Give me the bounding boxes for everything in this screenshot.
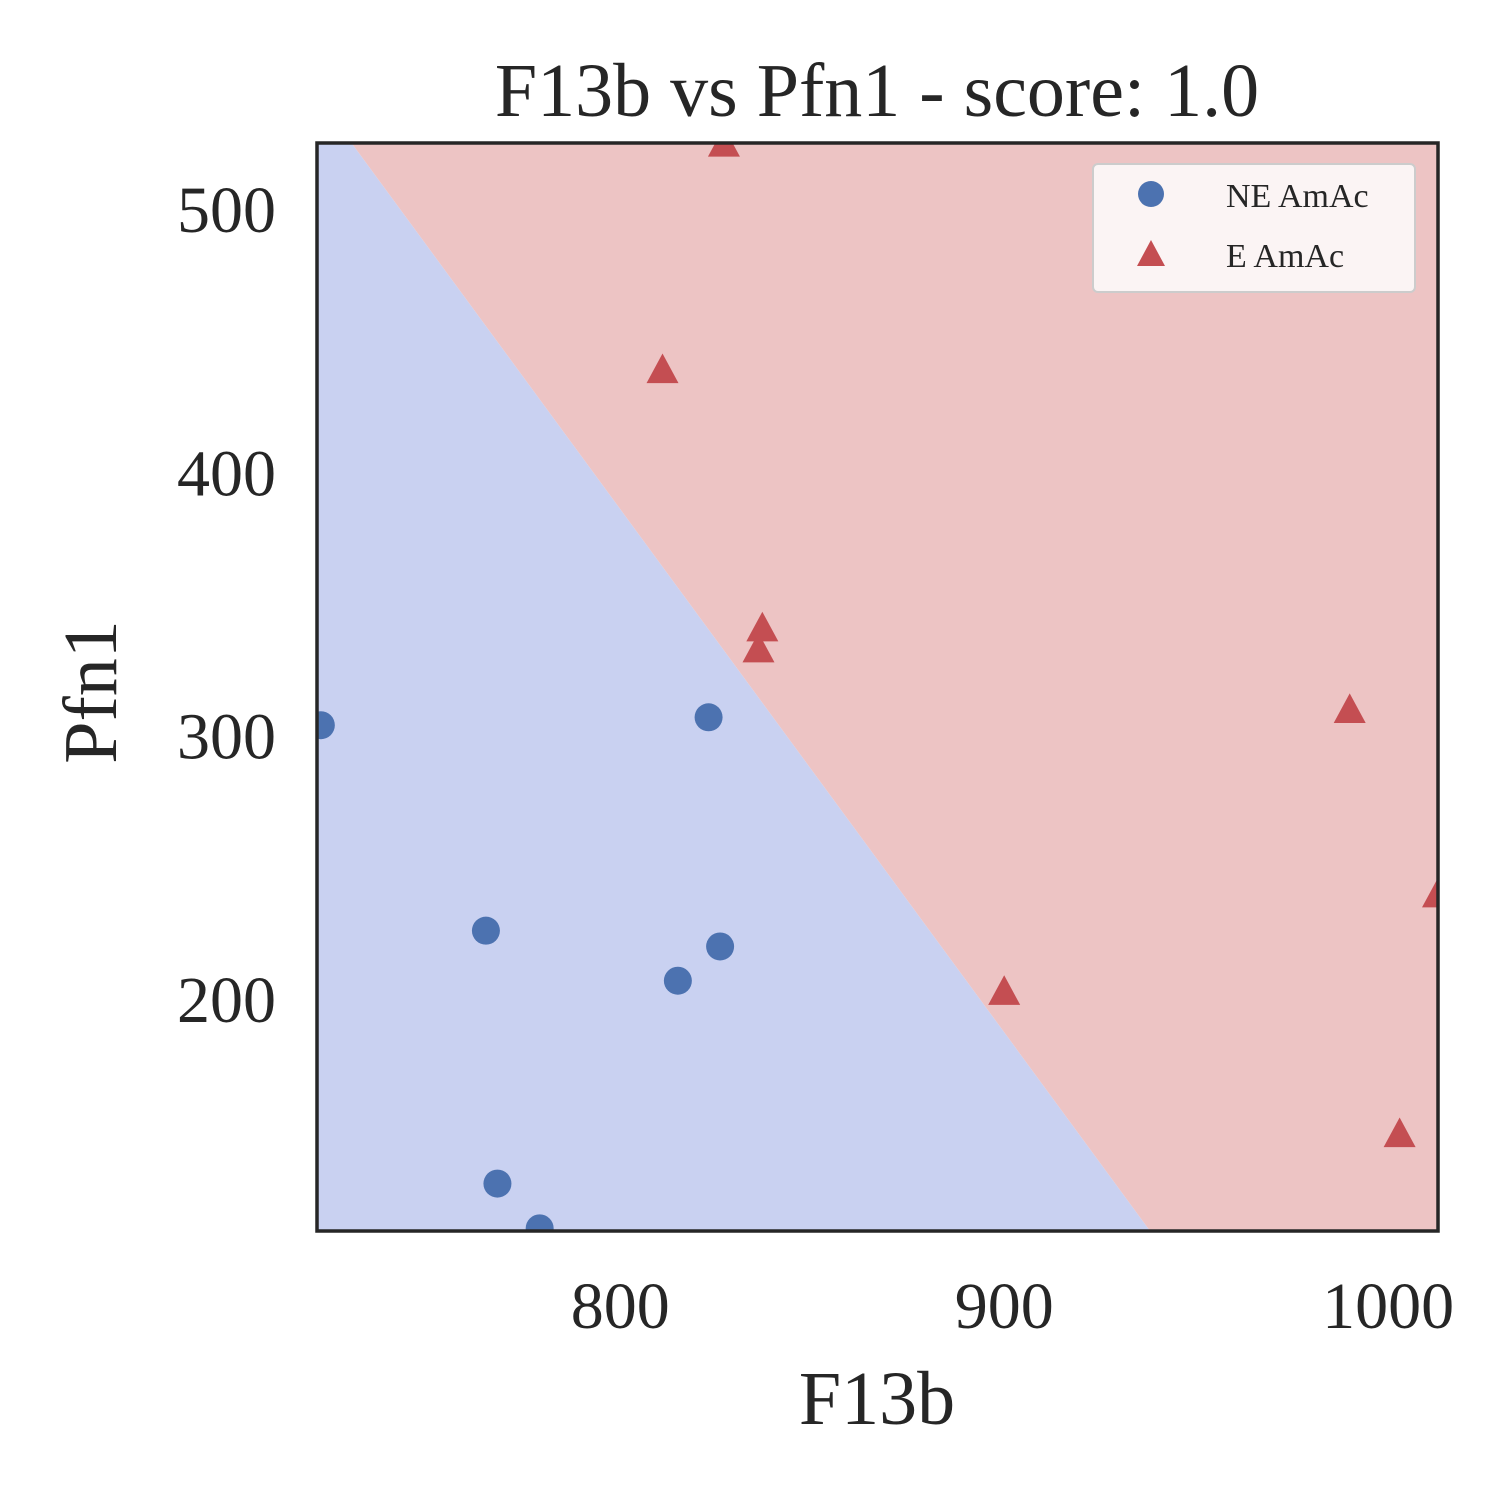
y-tick-label: 200 (177, 964, 276, 1037)
ne-amac-point (663, 966, 692, 995)
legend-e-label: E AmAc (1226, 238, 1344, 275)
x-tick-label: 800 (571, 1270, 670, 1343)
x-axis-label: F13b (799, 1357, 955, 1441)
ne-amac-region (317, 143, 1151, 1231)
e-amac-point (742, 632, 775, 663)
x-tick-label: 1000 (1322, 1270, 1454, 1343)
legend: NE AmAc E AmAc (1092, 163, 1416, 293)
e-amac-point (1422, 877, 1438, 908)
data-points (317, 143, 1438, 1231)
ne-amac-point (483, 1169, 512, 1198)
y-axis-ticks: 200 300 400 500 (177, 174, 276, 1037)
e-amac-point (746, 611, 779, 642)
y-tick-label: 300 (177, 701, 276, 774)
e-amac-point (707, 143, 740, 157)
e-amac-point (646, 353, 679, 384)
plot-area (315, 141, 1440, 1233)
ne-amac-point (706, 932, 735, 961)
legend-box (1092, 163, 1416, 293)
e-amac-point (1333, 693, 1366, 723)
legend-ne-label: NE AmAc (1226, 178, 1369, 215)
x-tick-label: 900 (955, 1270, 1054, 1343)
y-tick-label: 500 (177, 174, 276, 247)
legend-ne-marker (1138, 181, 1164, 207)
e-amac-point (1383, 1117, 1416, 1148)
chart-title: F13b vs Pfn1 - score: 1.0 (495, 49, 1259, 133)
y-axis-label: Pfn1 (49, 620, 133, 764)
plot-frame (315, 141, 1440, 1233)
ne-amac-point (694, 703, 723, 732)
ne-amac-point (317, 711, 335, 740)
ne-amac-point (471, 916, 500, 945)
legend-e-marker (1137, 240, 1165, 266)
e-amac-region (351, 143, 1438, 1231)
y-tick-label: 400 (177, 437, 276, 510)
e-amac-point (988, 975, 1021, 1005)
ne-amac-point (525, 1214, 554, 1231)
x-axis-ticks: 800 900 1000 (571, 1270, 1454, 1343)
